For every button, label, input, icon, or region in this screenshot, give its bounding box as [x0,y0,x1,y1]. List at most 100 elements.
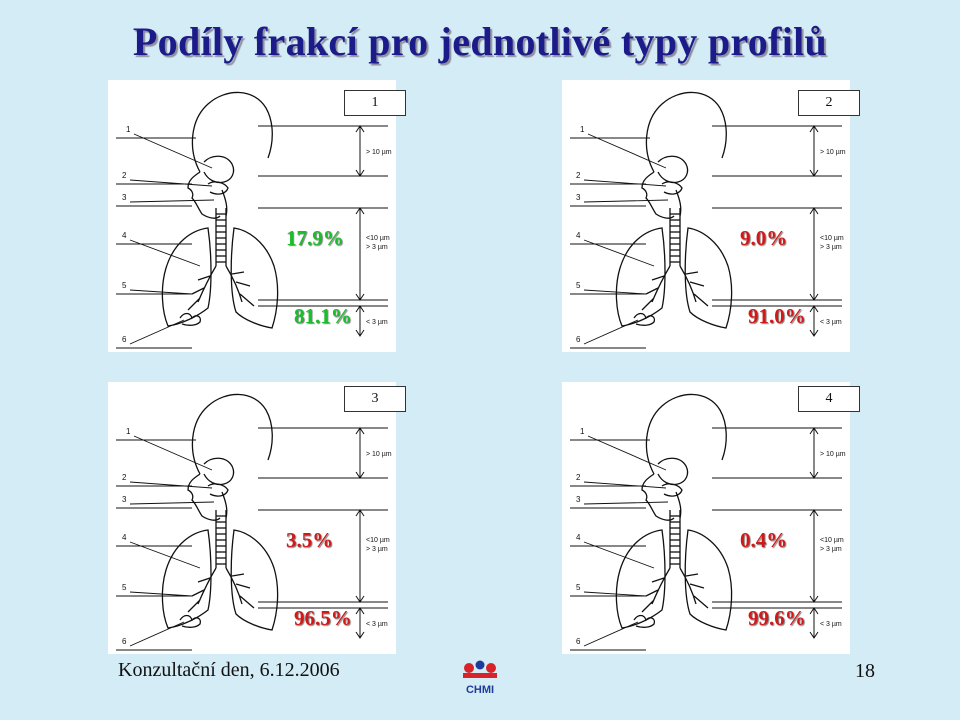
oral-cavity [661,483,683,497]
size-label-top: > 10 µm [820,451,846,458]
lower-fraction-2: 91.0% [748,304,806,328]
marker-line-1 [587,133,667,169]
respiratory-panel-2: 1 2 3 4 5 6 > 10 µm <10 µm > 3 µm < 3 µm 2 9.0% 9… [562,80,860,352]
anatomy-outline [615,91,733,329]
marker-arrows [570,435,669,651]
alveoli [179,614,202,628]
size-label-mid-2: > 3 µm [820,546,842,553]
marker-line-2 [129,481,213,489]
nasal-cavity [657,155,689,184]
marker-label-5: 5 [122,583,127,592]
size-brackets [712,125,842,337]
marker-label-4: 4 [122,533,127,542]
respiratory-panel-4: 1 2 3 4 5 6 > 10 µm <10 µm > 3 µm < 3 µm 4 0.4% 9… [562,382,860,654]
marker-label-1: 1 [580,427,585,436]
face-profile [187,171,221,219]
marker-line-6 [129,319,185,345]
nasal-cavity [203,457,235,486]
bracket-cap-bottom-3 [355,631,365,639]
marker-line-1 [587,435,667,471]
marker-label-2: 2 [122,473,127,482]
marker-line-5 [583,289,647,295]
anatomy-outline [161,393,279,631]
size-label-mid-2: > 3 µm [366,546,388,553]
upper-fraction-3: 3.5% [286,528,334,552]
head-outline [191,91,273,173]
right-lung [230,529,279,631]
marker-label-2: 2 [576,171,581,180]
size-label-mid-1: <10 µm [366,537,390,544]
marker-label-3: 3 [122,193,127,202]
marker-label-4: 4 [122,231,127,240]
marker-label-6: 6 [122,335,127,344]
lower-fraction-4: 99.6% [748,606,806,630]
marker-label-4: 4 [576,231,581,240]
nasal-cavity [657,457,689,486]
size-label-bottom: < 3 µm [820,621,842,628]
size-label-mid-1: <10 µm [820,537,844,544]
left-lung [161,227,212,327]
marker-label-4: 4 [576,533,581,542]
panel-number-1: 1 [344,90,406,116]
marker-line-6 [583,319,639,345]
marker-line-1 [133,435,213,471]
marker-label-3: 3 [122,495,127,504]
left-lung [161,529,212,629]
oral-cavity [661,181,683,195]
bracket-cap-bottom-3 [355,329,365,337]
face-profile [187,473,221,521]
page-number: 18 [855,660,875,682]
size-label-mid-2: > 3 µm [820,244,842,251]
anatomy-outline [161,91,279,329]
marker-line-5 [583,591,647,597]
panel-number-4: 4 [798,386,860,412]
marker-line-3 [583,501,669,505]
marker-line-2 [583,179,667,187]
marker-label-6: 6 [576,637,581,646]
marker-label-5: 5 [576,281,581,290]
left-bronchi [187,265,217,311]
alveoli [633,312,656,326]
size-brackets [712,427,842,639]
bracket-cap-bottom-3 [809,329,819,337]
size-label-bottom: < 3 µm [366,319,388,326]
logo-dot-mid [475,660,485,670]
marker-line-3 [129,501,215,505]
marker-line-6 [583,621,639,647]
oral-cavity [207,181,229,195]
marker-arrows [116,133,215,349]
logo-dot-left [464,663,474,673]
page-title: Podíly frakcí pro jednotlivé typy profil… [132,19,828,64]
marker-label-2: 2 [122,171,127,180]
right-lung [684,529,733,631]
marker-label-1: 1 [126,427,131,436]
footer-event-date: Konzultační den, 6.12.2006 [118,659,340,681]
marker-label-6: 6 [576,335,581,344]
bracket-cap-bottom-3 [809,631,819,639]
marker-line-6 [129,621,185,647]
right-bronchi [679,567,709,609]
right-lung [684,227,733,329]
logo-bar [463,673,497,678]
head-outline [191,393,273,475]
marker-label-2: 2 [576,473,581,482]
face-profile [641,473,675,521]
respiratory-diagram-4: 1 2 3 4 5 6 > 10 µm <10 µm > 3 µm < 3 µm [570,393,846,651]
marker-arrows [570,133,669,349]
size-brackets [258,427,388,639]
marker-line-3 [129,199,215,203]
marker-line-2 [129,179,213,187]
respiratory-diagram-3: 1 2 3 4 5 6 > 10 µm <10 µm > 3 µm < 3 µm [116,393,392,651]
upper-fraction-1: 17.9% [286,226,344,250]
chmi-logo: CHMI [463,660,497,696]
size-label-bottom: < 3 µm [820,319,842,326]
alveoli [633,614,656,628]
logo-text: CHMI [466,684,494,696]
size-label-bottom: < 3 µm [366,621,388,628]
respiratory-panel-1: 1 2 3 4 5 6 > 10 µm <10 µm > 3 µm < 3 µm 1 17.9% … [108,80,406,352]
upper-fraction-4: 0.4% [740,528,788,552]
marker-arrows [116,435,215,651]
lower-fraction-1: 81.1% [294,304,352,328]
left-bronchi [187,567,217,613]
marker-label-5: 5 [576,583,581,592]
